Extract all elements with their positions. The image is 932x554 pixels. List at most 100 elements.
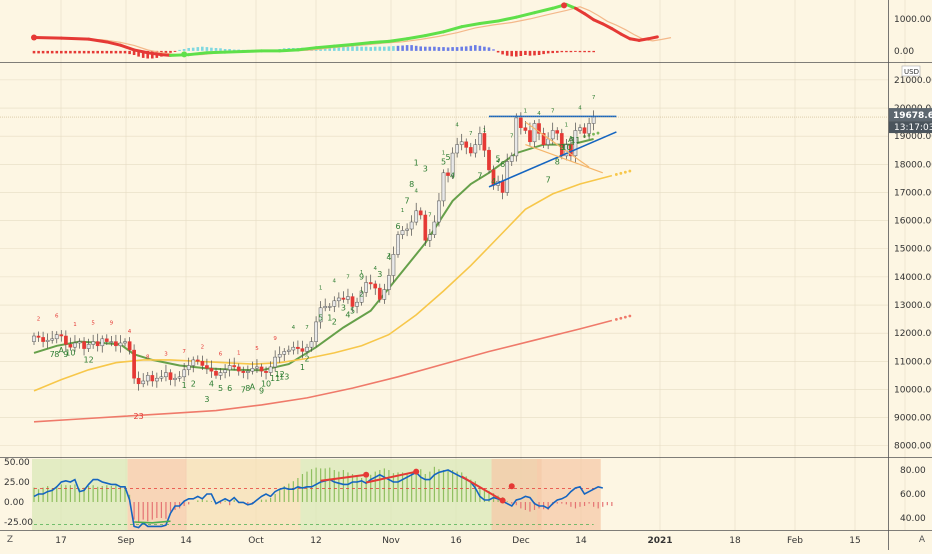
candle-body — [186, 365, 191, 370]
candle-body — [118, 342, 123, 347]
candle-up — [273, 350, 277, 372]
candle-up — [405, 223, 409, 237]
top-macd-line-segment — [205, 50, 227, 55]
candle-up — [427, 229, 432, 248]
sequence-count-label: 1 — [327, 314, 332, 323]
top-axis-tick-label: 0.00 — [894, 47, 914, 57]
top-histogram-bar — [556, 50, 559, 53]
candle-up — [77, 338, 82, 349]
candle-body — [528, 130, 532, 143]
candle-body — [582, 127, 587, 134]
candle-down — [68, 337, 73, 351]
sequence-setup-digit: 1 — [565, 122, 569, 128]
sequence-count-label: 4 — [450, 171, 455, 180]
candle-up — [305, 343, 309, 355]
auto-scale-toggle-button[interactable]: A — [918, 535, 926, 545]
log-scale-toggle-button[interactable]: Z — [6, 535, 14, 545]
top-histogram-bar — [141, 50, 145, 58]
candle-up — [450, 147, 455, 179]
top-histogram-bar — [583, 50, 586, 53]
top-macd-line-segment — [496, 15, 518, 23]
bottom-oscillator-pane: 50.00 25.00 0.00 -25.00 80.00 60.00 40.00 — [4, 458, 926, 530]
bottom-left-axis-tick-label: 0.00 — [4, 498, 24, 508]
candle-body — [346, 296, 350, 300]
candle-up — [268, 361, 273, 376]
sequence-setup-digit: 9 — [273, 336, 277, 342]
candle-body — [364, 282, 368, 293]
bottom-right-axis-tick-label: 80.00 — [900, 466, 926, 476]
sequence-count-label: 9 — [63, 350, 68, 359]
candle-down — [300, 340, 305, 359]
top-macd-line-segment — [387, 37, 409, 43]
top-histogram-bar — [73, 50, 77, 54]
candle-up — [182, 363, 187, 382]
top-macd-line-segment — [32, 36, 63, 40]
sequence-setup-digit: 1 — [73, 322, 77, 328]
candle-up — [291, 341, 296, 355]
top-histogram-bar — [119, 50, 122, 54]
candle-up — [177, 371, 182, 382]
top-histogram-bar — [433, 46, 436, 51]
top-histogram-bar — [32, 50, 36, 54]
sequence-setup-digit: 7 — [182, 349, 186, 355]
top-histogram-bar — [360, 46, 363, 51]
candle-body — [332, 300, 337, 307]
candle-body — [250, 368, 255, 372]
candle-body — [191, 359, 196, 366]
candle-up — [414, 202, 419, 226]
top-histogram-bar — [333, 46, 336, 51]
candle-body — [305, 346, 309, 352]
candle-up — [432, 215, 437, 239]
top-macd-line-segment — [628, 37, 641, 42]
top-histogram-bar — [64, 50, 68, 54]
sequence-count-label: 6 — [227, 384, 232, 393]
top-histogram-bar — [569, 50, 573, 53]
candle-down — [446, 168, 450, 183]
candle-up — [145, 372, 150, 386]
top-histogram-bar — [373, 46, 377, 51]
sequence-count-label: 9 — [559, 143, 564, 152]
candle-up — [332, 296, 337, 313]
candle-up — [282, 348, 287, 362]
bottom-right-axis-tick-label: 40.00 — [900, 514, 926, 524]
top-histogram-bar — [91, 50, 95, 54]
sequence-count-label: 2 — [359, 290, 364, 299]
candle-body — [468, 147, 473, 154]
candle-body — [36, 335, 41, 338]
candle-up — [578, 124, 582, 134]
top-cross-marker — [561, 2, 568, 9]
sequence-count-label: 7 — [477, 171, 482, 180]
candle-up — [277, 346, 282, 363]
top-macd-line-segment — [278, 48, 300, 53]
candle-body — [54, 334, 59, 340]
candle-body — [282, 351, 287, 355]
sequence-setup-digit: 1 — [401, 208, 405, 214]
sequence-setup-digit: 4 — [374, 266, 378, 272]
candle-up — [86, 338, 91, 353]
candle-up — [246, 365, 250, 380]
candle-body — [532, 123, 537, 143]
sequence-setup-digit: 6 — [55, 314, 59, 320]
candle-down — [482, 125, 487, 157]
top-histogram-bar — [378, 46, 382, 51]
top-histogram-bar — [542, 50, 545, 55]
candle-down — [582, 123, 587, 138]
price-axis-tick-label: 16000.00 — [894, 217, 932, 227]
candle-up — [109, 335, 114, 347]
top-macd-line-segment — [442, 25, 464, 34]
candle-body — [123, 341, 127, 344]
sequence-setup-digit: 9 — [110, 321, 114, 327]
candle-body — [73, 342, 77, 348]
sequence-setup-digit: 7 — [469, 131, 473, 137]
top-histogram-bar — [560, 50, 564, 53]
candle-down — [464, 138, 469, 155]
candle-body — [405, 228, 409, 231]
price-axis-tick-label: 15000.00 — [894, 245, 932, 255]
top-macd-line-segment — [573, 6, 587, 16]
x-axis-tick-label: 15 — [849, 536, 860, 546]
top-histogram-bar — [551, 50, 554, 54]
candle-body — [227, 365, 232, 370]
sequence-count-label: 5 — [350, 306, 355, 315]
